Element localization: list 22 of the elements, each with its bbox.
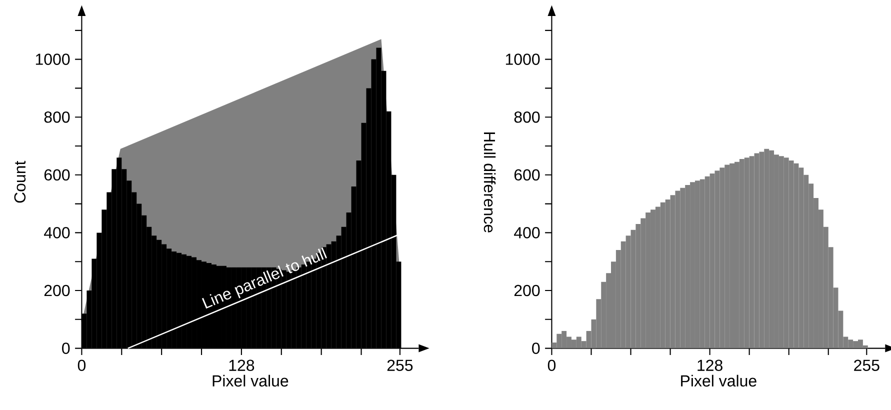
x-axis-title: Pixel value (681, 374, 756, 387)
y-tick-label: 800 (44, 111, 70, 123)
x-tick-label: 255 (854, 360, 880, 371)
y-tick-label: 1000 (36, 54, 70, 65)
y-tick-label: 200 (514, 284, 540, 296)
x-tick-label: 255 (387, 360, 413, 371)
y-tick-label: 400 (514, 227, 540, 238)
y-tick-label: 600 (44, 169, 70, 181)
x-tick-label: 0 (78, 360, 86, 371)
y-axis-title: Hull difference (484, 132, 496, 232)
y-tick-label: 600 (514, 169, 540, 181)
y-tick-label: 800 (514, 111, 540, 123)
y-axis-title: Count (14, 160, 26, 203)
y-tick-label: 400 (44, 227, 70, 238)
y-tick-label: 1000 (506, 54, 540, 65)
y-tick-label: 0 (532, 342, 540, 354)
x-tick-label: 128 (698, 360, 722, 371)
x-axis-title: Pixel value (212, 374, 288, 387)
x-tick-label: 128 (229, 360, 254, 371)
x-tick-label: 0 (548, 360, 556, 371)
y-tick-label: 200 (44, 284, 70, 296)
y-tick-label: 0 (62, 342, 70, 354)
